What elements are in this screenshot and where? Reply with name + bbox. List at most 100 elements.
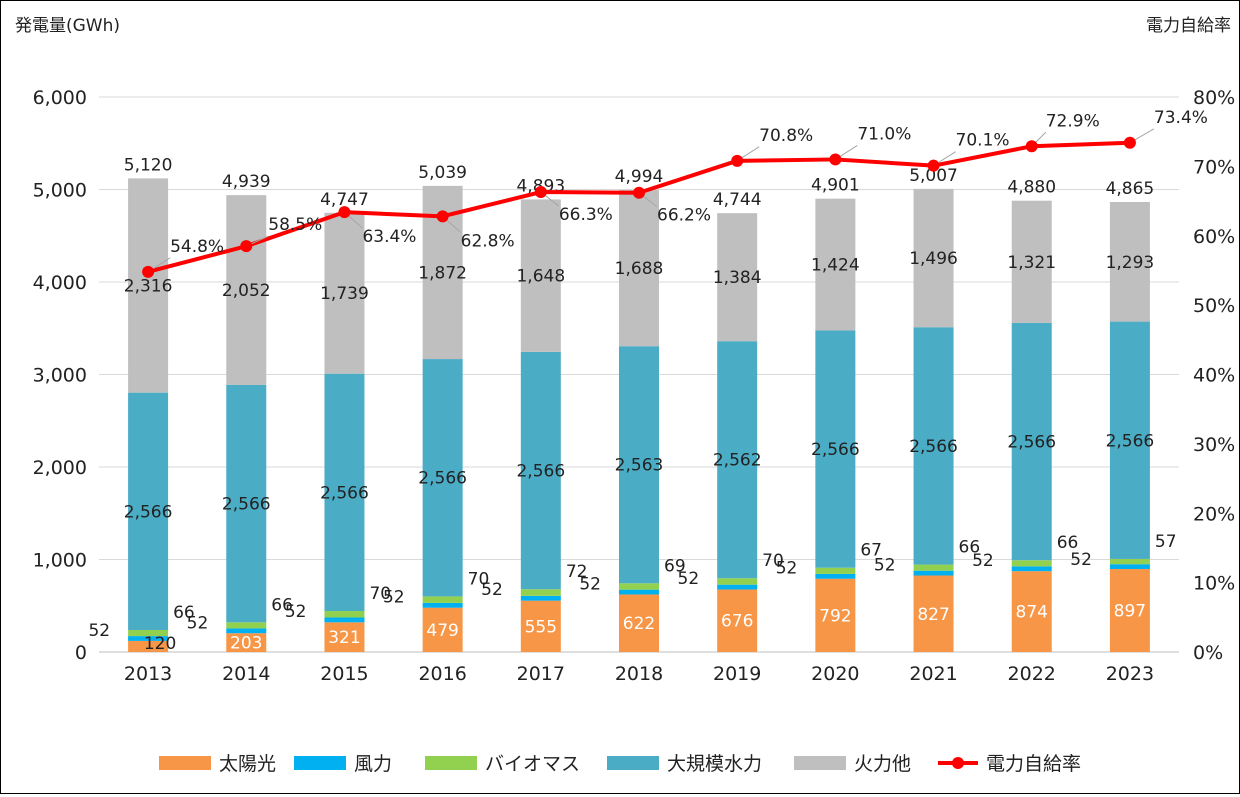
y2-tick-label: 40% — [1193, 365, 1235, 387]
data-label-total: 4,747 — [320, 190, 369, 210]
data-label-rate: 70.1% — [956, 131, 1010, 151]
data-label-biomass: 69 — [664, 556, 686, 576]
data-label-hydro: 2,566 — [1007, 433, 1056, 453]
rate-marker — [731, 154, 744, 167]
data-label-solar: 622 — [623, 614, 655, 634]
bar-segment — [226, 195, 267, 385]
data-label-wind: 52 — [187, 613, 209, 633]
bar-segment — [422, 596, 463, 603]
bar-segment — [128, 392, 169, 630]
bar-segment — [1011, 322, 1052, 561]
y2-tick-label: 30% — [1193, 434, 1235, 456]
rate-marker — [142, 265, 155, 278]
data-label-rate: 72.9% — [1046, 111, 1100, 131]
y2-tick-label: 70% — [1193, 156, 1235, 178]
data-label-solar: 555 — [525, 617, 557, 637]
x-tick-label: 2021 — [909, 663, 957, 685]
data-label-thermal: 1,688 — [615, 259, 664, 279]
bar-segment — [717, 589, 758, 652]
bar-segment — [422, 607, 463, 652]
y2-tick-label: 0% — [1193, 642, 1223, 664]
bar-segment — [913, 327, 954, 565]
data-label-solar: 321 — [328, 628, 360, 648]
data-label-thermal: 2,052 — [222, 281, 271, 301]
data-label-hydro: 2,566 — [124, 502, 173, 522]
data-label-thermal: 1,872 — [418, 263, 467, 283]
bar-segment — [520, 595, 561, 601]
bar-segment — [520, 351, 561, 590]
legend-swatch — [294, 756, 346, 770]
data-label-total: 4,994 — [615, 167, 664, 187]
x-tick-label: 2020 — [811, 663, 859, 685]
y-tick-label: 4,000 — [33, 272, 87, 294]
data-label-total: 4,880 — [1007, 178, 1056, 198]
x-tick-label: 2023 — [1106, 663, 1154, 685]
y2-tick-label: 20% — [1193, 503, 1235, 525]
x-tick-label: 2015 — [320, 663, 368, 685]
bar-segment — [717, 578, 758, 585]
data-label-biomass: 70 — [468, 569, 490, 589]
data-label-total: 4,865 — [1106, 179, 1155, 199]
legend-label: 風力 — [354, 753, 392, 775]
data-label-hydro: 2,566 — [320, 483, 369, 503]
legend-swatch — [794, 756, 846, 770]
y-tick-label: 5,000 — [33, 180, 87, 202]
data-label-thermal: 2,316 — [124, 277, 173, 297]
y2-tick-label: 50% — [1193, 295, 1235, 317]
data-label-total: 5,007 — [909, 166, 958, 186]
data-label-wind: 52 — [874, 556, 896, 576]
bar-segment — [1011, 571, 1052, 652]
data-label-wind: 52 — [383, 587, 405, 607]
bar-segment — [520, 600, 561, 652]
data-label-rate: 66.3% — [559, 205, 613, 225]
data-label-thermal: 1,424 — [811, 256, 860, 276]
y-tick-label: 3,000 — [33, 365, 87, 387]
data-label-biomass: 66 — [1057, 533, 1079, 553]
x-tick-label: 2016 — [418, 663, 466, 685]
rate-marker — [436, 210, 449, 223]
bar-segment — [226, 633, 267, 652]
bar-segment — [717, 584, 758, 590]
bar-segment — [619, 589, 659, 595]
y-tick-label: 6,000 — [33, 87, 87, 109]
bar-segment — [1011, 560, 1052, 567]
data-label-biomass: 66 — [959, 538, 981, 558]
data-label-hydro: 2,566 — [222, 495, 271, 515]
data-label-hydro: 2,566 — [1106, 431, 1155, 451]
legend-label: 大規模水力 — [667, 753, 762, 775]
legend-label: 電力自給率 — [986, 753, 1081, 775]
data-label-thermal: 1,384 — [713, 268, 762, 288]
bar-segment — [717, 213, 758, 342]
bar-segment — [1109, 564, 1150, 570]
bar-segment — [913, 575, 954, 652]
x-tick-label: 2013 — [124, 663, 172, 685]
legend-label: バイオマス — [485, 753, 580, 775]
data-label-solar: 792 — [819, 606, 851, 626]
bar-segment — [1109, 321, 1150, 559]
data-label-total: 5,120 — [124, 155, 173, 175]
data-label-wind: 52 — [972, 551, 994, 571]
data-label-wind: 52 — [776, 559, 798, 579]
bar-segment — [619, 190, 659, 347]
data-label-hydro: 2,566 — [516, 462, 565, 482]
bar-segment — [1011, 200, 1052, 323]
data-label-biomass: 72 — [566, 562, 588, 582]
bar-segment — [1109, 201, 1150, 322]
y-tick-label: 1,000 — [33, 550, 87, 572]
x-tick-label: 2017 — [517, 663, 565, 685]
legend-label: 太陽光 — [219, 753, 276, 775]
data-label-total: 4,939 — [222, 172, 271, 192]
data-label-solar: 203 — [230, 634, 262, 654]
data-label-thermal: 1,321 — [1007, 253, 1056, 273]
data-label-rate: 58.5% — [268, 215, 322, 235]
rate-marker — [240, 240, 253, 253]
rate-marker — [534, 186, 547, 199]
rate-marker — [829, 153, 842, 166]
data-label-biomass: 70 — [762, 551, 784, 571]
bar-segment — [913, 188, 954, 328]
data-label-wind: 52 — [579, 574, 601, 594]
data-label-wind: 52 — [285, 602, 307, 622]
secondary-y-axis-unit-label: 電力自給率 — [1146, 16, 1231, 36]
data-label-hydro: 2,562 — [713, 451, 762, 471]
